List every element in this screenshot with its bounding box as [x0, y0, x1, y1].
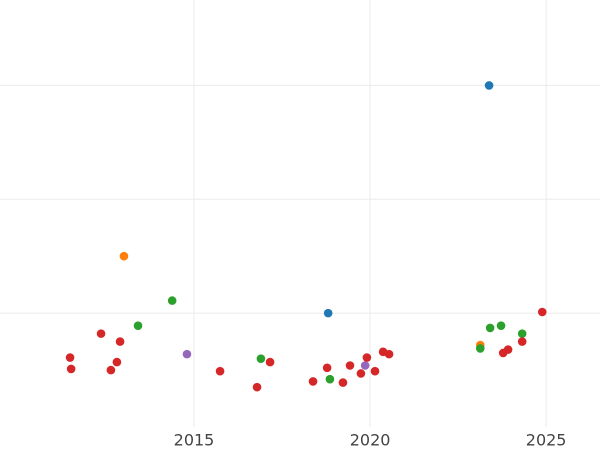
point [362, 353, 372, 362]
point [517, 337, 527, 346]
x-tick-label: 2020 [350, 431, 391, 450]
point [66, 364, 76, 374]
point [325, 374, 335, 384]
point [537, 307, 547, 317]
point [338, 378, 348, 387]
point [256, 354, 266, 363]
point [215, 366, 225, 376]
point [503, 345, 513, 354]
point [345, 361, 355, 370]
point [167, 296, 177, 305]
point [96, 329, 106, 338]
point [484, 81, 494, 90]
point [119, 251, 129, 261]
point [106, 365, 116, 375]
point [475, 344, 485, 353]
point [252, 382, 262, 392]
point [485, 323, 495, 333]
point [308, 377, 318, 386]
point [182, 349, 192, 359]
point [496, 321, 506, 330]
point [360, 361, 370, 370]
point [265, 357, 275, 367]
x-tick-label: 2015 [174, 431, 215, 450]
point [356, 369, 366, 378]
point [323, 308, 333, 318]
point [115, 337, 125, 346]
point [65, 353, 75, 362]
point [322, 363, 332, 373]
point [133, 321, 143, 330]
point [370, 366, 380, 376]
point [517, 329, 527, 338]
point [384, 349, 394, 359]
point [112, 357, 122, 367]
x-tick-label: 2025 [526, 431, 567, 450]
